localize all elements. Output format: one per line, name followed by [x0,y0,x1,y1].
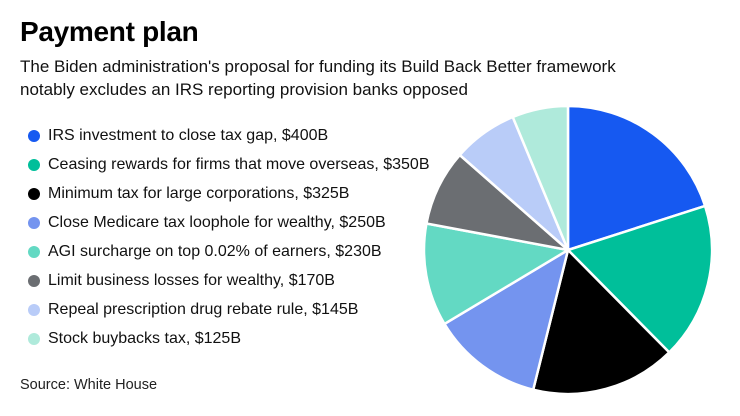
legend-dot-icon [28,274,40,287]
legend-dot-icon [28,245,40,258]
legend-dot-icon [28,158,40,171]
pie-chart [420,102,716,398]
legend-dot-icon [28,187,40,200]
legend-item-1: Ceasing rewards for firms that move over… [28,150,430,179]
pie-slice-4 [422,222,570,326]
legend-item-5: Limit business losses for wealthy, $170B [28,266,430,295]
legend-dot-icon [28,303,40,316]
pie-slice-7 [511,104,570,252]
subtitle: The Biden administration's proposal for … [20,55,616,101]
page-title: Payment plan [20,16,199,47]
legend-dot-icon [28,216,40,229]
legend-label: Stock buybacks tax, $125B [48,329,241,347]
legend-dot-icon [28,332,40,345]
legend-item-3: Close Medicare tax loophole for wealthy,… [28,208,430,237]
legend-item-4: AGI surcharge on top 0.02% of earners, $… [28,237,430,266]
legend-label: Limit business losses for wealthy, $170B [48,271,335,289]
pie-chart-svg [422,104,714,396]
legend-item-0: IRS investment to close tax gap, $400B [28,121,430,150]
legend-label: Close Medicare tax loophole for wealthy,… [48,213,386,231]
legend-item-7: Stock buybacks tax, $125B [28,324,430,353]
legend-dot-icon [28,129,40,142]
pie-slice-1 [566,204,714,354]
legend-label: AGI surcharge on top 0.02% of earners, $… [48,242,382,260]
source-text: Source: White House [20,377,158,393]
legend-label: Ceasing rewards for firms that move over… [48,155,430,173]
legend-item-2: Minimum tax for large corporations, $325… [28,179,430,208]
subtitle-line-1: The Biden administration's proposal for … [20,57,616,76]
legend-label: IRS investment to close tax gap, $400B [48,126,329,144]
legend-label: Minimum tax for large corporations, $325… [48,184,350,202]
legend-label: Repeal prescription drug rebate rule, $1… [48,300,359,318]
chart-legend: IRS investment to close tax gap, $400B Ce… [28,121,430,353]
subtitle-line-2: notably excludes an IRS reporting provis… [20,80,468,99]
pie-slice-0 [566,104,707,252]
legend-item-6: Repeal prescription drug rebate rule, $1… [28,295,430,324]
pie-slice-3 [443,248,570,391]
pie-slice-2 [531,248,671,396]
